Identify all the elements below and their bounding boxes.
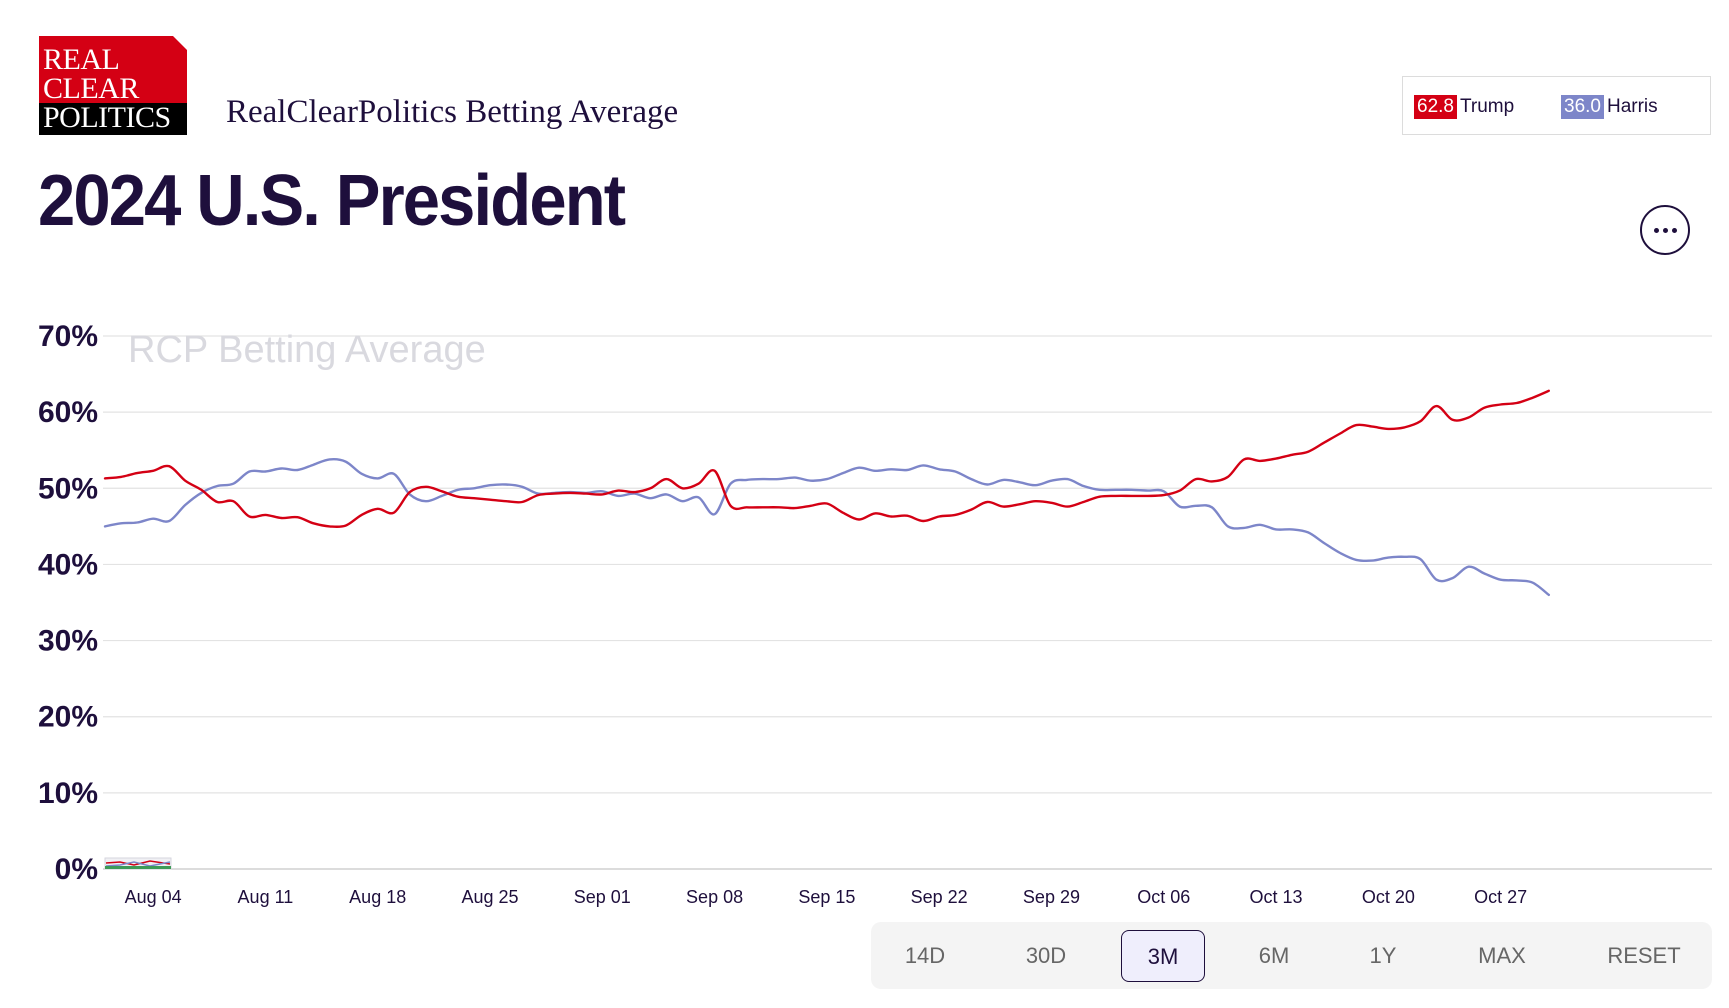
range-button-1y[interactable]: 1Y (1369, 943, 1397, 968)
legend-item-trump[interactable]: 62.8 Trump (1414, 95, 1514, 119)
y-tick-label: 70% (38, 320, 98, 353)
legend-item-harris[interactable]: 36.0 Harris (1561, 95, 1658, 119)
series-line-trump (103, 389, 1550, 529)
rcp-logo[interactable]: REAL CLEAR POLITICS (39, 36, 187, 135)
x-tick-label: Sep 01 (574, 887, 631, 907)
navigator-baseline (105, 866, 171, 869)
range-selector: 14D 30D 3M 6M 1Y MAX RESET (871, 922, 1712, 989)
x-tick-label: Sep 22 (911, 887, 968, 907)
more-horizontal-icon (1653, 227, 1677, 233)
logo-band (39, 103, 187, 135)
page-title: 2024 U.S. President (38, 161, 626, 241)
x-tick-label: Aug 04 (125, 887, 182, 907)
x-tick-label: Aug 25 (461, 887, 518, 907)
x-tick-label: Oct 06 (1137, 887, 1190, 907)
logo-corner (173, 36, 187, 50)
x-tick-label: Oct 13 (1250, 887, 1303, 907)
range-button-6m[interactable]: 6M (1258, 943, 1290, 968)
page-subtitle: RealClearPolitics Betting Average (226, 94, 679, 130)
x-tick-label: Aug 11 (238, 887, 294, 907)
range-button-30d[interactable]: 30D (1025, 943, 1067, 968)
legend-label-harris: Harris (1606, 96, 1658, 117)
range-button-14d[interactable]: 14D (904, 943, 946, 968)
y-tick-label: 0% (55, 853, 98, 886)
navigator-series-harris (105, 861, 171, 867)
series-line-harris (103, 457, 1550, 597)
x-tick-label: Sep 08 (686, 887, 743, 907)
legend-value-harris: 36.0 (1561, 95, 1604, 119)
y-tick-label: 40% (38, 548, 98, 581)
legend-value-trump: 62.8 (1414, 95, 1457, 119)
more-options-button[interactable] (1640, 205, 1690, 255)
y-tick-label: 30% (38, 625, 98, 658)
x-tick-label: Sep 15 (798, 887, 855, 907)
logo-line-2: CLEAR (43, 72, 139, 105)
chart-legend: 62.8 Trump 36.0 Harris (1402, 76, 1711, 135)
y-tick-label: 50% (38, 472, 98, 505)
range-button-reset[interactable]: RESET (1607, 943, 1681, 968)
range-button-max[interactable]: MAX (1478, 943, 1526, 968)
x-tick-label: Aug 18 (349, 887, 406, 907)
chart-watermark: RCP Betting Average (128, 329, 486, 371)
y-tick-label: 20% (38, 701, 98, 734)
logo-line-3: POLITICS (43, 101, 171, 134)
range-button-3m[interactable]: 3M (1121, 930, 1205, 982)
legend-label-trump: Trump (1459, 96, 1515, 117)
y-tick-label: 60% (38, 396, 98, 429)
navigator-series-trump (105, 860, 171, 866)
x-tick-label: Oct 27 (1474, 887, 1527, 907)
betting-average-chart: 0% 10% 20% 30% 40% 50% 60% 70% RCP Betting Avera… (38, 320, 1712, 907)
y-tick-label: 10% (38, 777, 98, 810)
x-tick-label: Sep 29 (1023, 887, 1080, 907)
x-tick-label: Oct 20 (1362, 887, 1415, 907)
logo-line-1: REAL (43, 43, 120, 76)
